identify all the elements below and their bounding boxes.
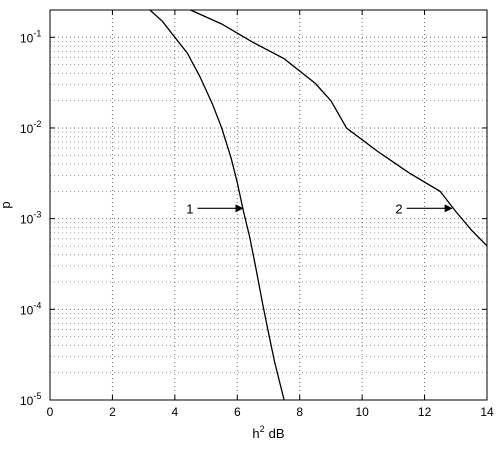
y-tick-label: 10-4	[20, 300, 41, 317]
grid	[50, 10, 487, 400]
annotation-label-2: 2	[395, 201, 402, 216]
x-tick-label: 14	[480, 405, 494, 419]
x-axis-label-sup: 2	[260, 424, 265, 434]
series-1-line	[149, 9, 285, 401]
x-tick-label: 10	[355, 405, 369, 419]
x-tick-label: 0	[47, 405, 54, 419]
y-tick-label: 10-5	[20, 391, 41, 408]
plot-frame	[49, 9, 488, 401]
x-tick-label: 6	[234, 405, 241, 419]
x-tick-label: 12	[418, 405, 432, 419]
x-axis-label: h2 dB	[252, 424, 284, 441]
x-axis-label-unit: dB	[269, 426, 285, 441]
series-layer	[149, 9, 488, 401]
annotation-label-1: 1	[186, 201, 193, 216]
x-tick-label: 2	[109, 405, 116, 419]
y-axis-label: p	[0, 201, 13, 208]
y-tick-label: 10-1	[20, 28, 41, 45]
x-axis-label-base: h	[252, 426, 259, 441]
y-tick-label: 10-3	[20, 210, 41, 227]
y-tick-label: 10-2	[20, 119, 41, 136]
x-tick-label: 4	[172, 405, 179, 419]
series-2-line	[190, 9, 488, 247]
x-tick-label: 8	[296, 405, 303, 419]
